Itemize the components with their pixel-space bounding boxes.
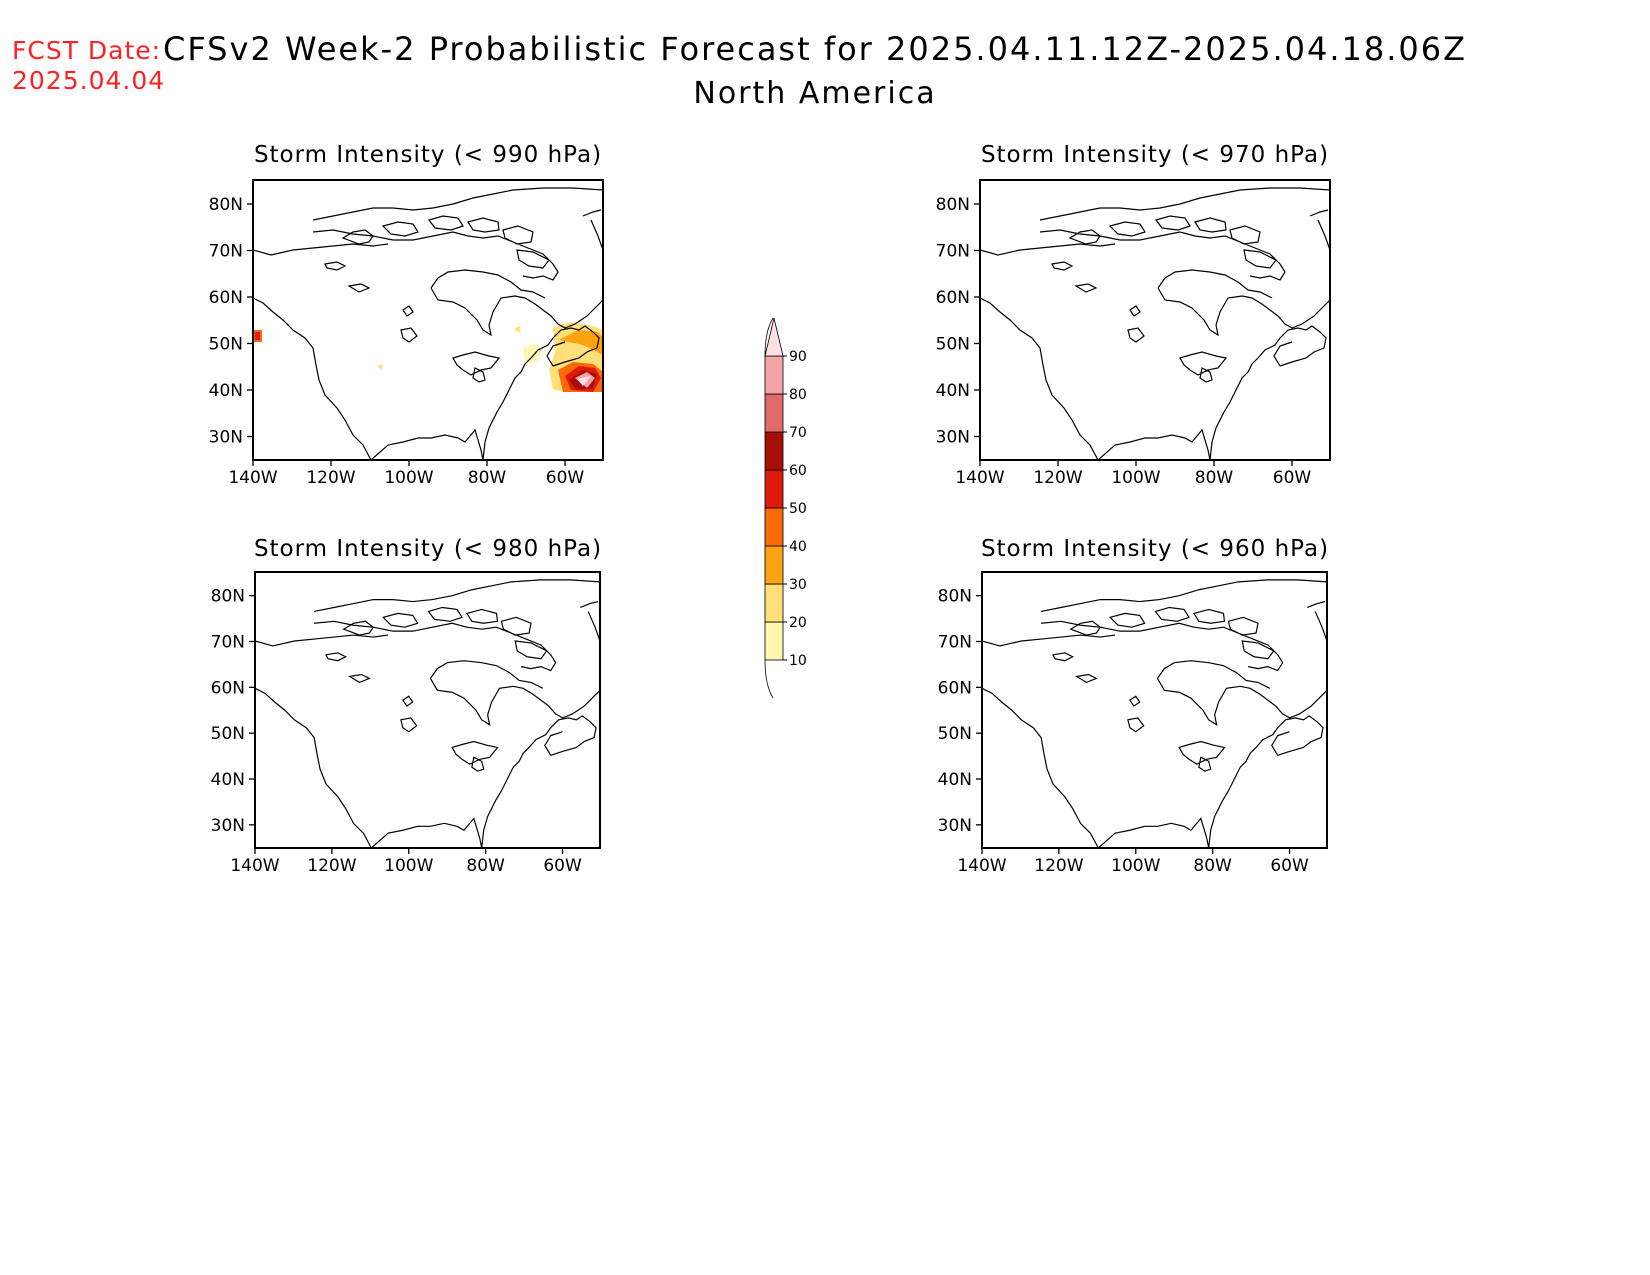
colorbar-label: 70	[789, 425, 807, 441]
lat-tick-label: 50N	[211, 724, 245, 744]
map-panel: 80N 70N 60N 50N 40N 30N 140W 120W 100W 80W 60W	[938, 571, 1328, 876]
lat-tick-label: 50N	[209, 335, 243, 355]
lon-tick-label: 140W	[955, 468, 1004, 488]
coastline	[980, 187, 1330, 460]
lat-tick-label: 80N	[209, 195, 243, 215]
lon-tick-label: 80W	[466, 856, 505, 876]
lon-tick-label: 120W	[1033, 468, 1082, 488]
colorbar-swatch	[764, 355, 784, 395]
map-panel: 80N 70N 60N 50N 40N 30N 140W 120W 100W 80W 60W	[936, 179, 1331, 488]
panel-title-980: Storm Intensity (< 980 hPa)	[253, 536, 603, 562]
lat-tick-label: 70N	[938, 632, 972, 652]
colorbar-swatch	[764, 583, 784, 623]
colorbar-label: 40	[789, 539, 807, 555]
colorbar-swatch	[764, 393, 784, 433]
coastline	[253, 187, 603, 460]
lon-tick-label: 120W	[307, 856, 356, 876]
lat-tick-label: 40N	[209, 381, 243, 401]
panel-title-990: Storm Intensity (< 990 hPa)	[253, 142, 603, 168]
map-frame	[979, 179, 1331, 461]
lat-tick-label: 50N	[936, 335, 970, 355]
map-frame	[254, 571, 601, 849]
lon-tick-label: 100W	[384, 468, 433, 488]
colorbar-label: 80	[789, 387, 807, 403]
probability-shading	[253, 322, 603, 392]
lat-tick-label: 60N	[209, 288, 243, 308]
lon-tick-label: 60W	[1273, 468, 1312, 488]
colorbar-swatch	[764, 431, 784, 471]
lon-tick-label: 60W	[546, 468, 585, 488]
map-panel: 80N 70N 60N 50N 40N 30N 140W 120W 100W 80W 60W	[211, 571, 601, 876]
lat-tick-label: 40N	[938, 770, 972, 790]
lat-tick-label: 70N	[209, 242, 243, 262]
lon-tick-label: 140W	[230, 856, 279, 876]
colorbar-label: 90	[789, 349, 807, 365]
lat-tick-label: 30N	[209, 428, 243, 448]
lon-tick-label: 80W	[1193, 856, 1232, 876]
colorbar-swatch	[764, 621, 784, 661]
colorbar: 10 20 30 40 50 60 70 80 90	[764, 317, 807, 699]
lon-tick-label: 100W	[1111, 856, 1160, 876]
lat-tick-label: 30N	[936, 428, 970, 448]
lon-tick-label: 120W	[306, 468, 355, 488]
lat-tick-label: 80N	[938, 587, 972, 607]
colorbar-swatch	[764, 469, 784, 509]
lat-tick-label: 30N	[211, 816, 245, 836]
page-title: CFSv2 Week-2 Probabilistic Forecast for …	[162, 30, 1468, 68]
map-panel: 80N 70N 60N 50N 40N 30N 140W 120W 100W 80W 60W	[209, 179, 604, 488]
lon-tick-label: 140W	[228, 468, 277, 488]
map-frame	[252, 179, 604, 461]
page-subtitle: North America	[693, 76, 937, 111]
lon-tick-label: 60W	[1270, 856, 1309, 876]
lat-tick-label: 40N	[211, 770, 245, 790]
lat-tick-label: 60N	[211, 678, 245, 698]
lon-tick-label: 140W	[957, 856, 1006, 876]
panel-title-970: Storm Intensity (< 970 hPa)	[980, 142, 1330, 168]
forecast-date-value: 2025.04.04	[12, 66, 166, 95]
lat-tick-label: 30N	[938, 816, 972, 836]
lat-tick-label: 50N	[938, 724, 972, 744]
lat-tick-label: 40N	[936, 381, 970, 401]
colorbar-label: 60	[789, 463, 807, 479]
coastline	[255, 579, 600, 848]
forecast-date: FCST Date: 2025.04.04	[12, 36, 165, 96]
lat-tick-label: 80N	[211, 587, 245, 607]
coastline	[982, 579, 1327, 848]
lon-tick-label: 100W	[384, 856, 433, 876]
colorbar-top-cap	[764, 317, 784, 357]
lat-tick-label: 70N	[936, 242, 970, 262]
lon-tick-label: 100W	[1111, 468, 1160, 488]
lat-tick-label: 60N	[936, 288, 970, 308]
colorbar-label: 10	[789, 653, 807, 669]
lon-tick-label: 120W	[1034, 856, 1083, 876]
colorbar-label: 20	[789, 615, 807, 631]
colorbar-swatch	[764, 545, 784, 585]
lat-tick-label: 80N	[936, 195, 970, 215]
panel-title-960: Storm Intensity (< 960 hPa)	[980, 536, 1330, 562]
lat-tick-label: 60N	[938, 678, 972, 698]
colorbar-label: 30	[789, 577, 807, 593]
lon-tick-label: 80W	[1195, 468, 1234, 488]
lat-tick-label: 70N	[211, 632, 245, 652]
lon-tick-label: 60W	[543, 856, 582, 876]
colorbar-bottom-cap	[764, 659, 774, 699]
map-frame	[981, 571, 1328, 849]
colorbar-swatch	[764, 507, 784, 547]
colorbar-label: 50	[789, 501, 807, 517]
forecast-date-label: FCST Date:	[12, 36, 162, 65]
lon-tick-label: 80W	[468, 468, 507, 488]
map-panels: 80N 70N 60N 50N 40N 30N 140W 120W 100W 80W 60W 80N 7…	[209, 179, 1331, 876]
